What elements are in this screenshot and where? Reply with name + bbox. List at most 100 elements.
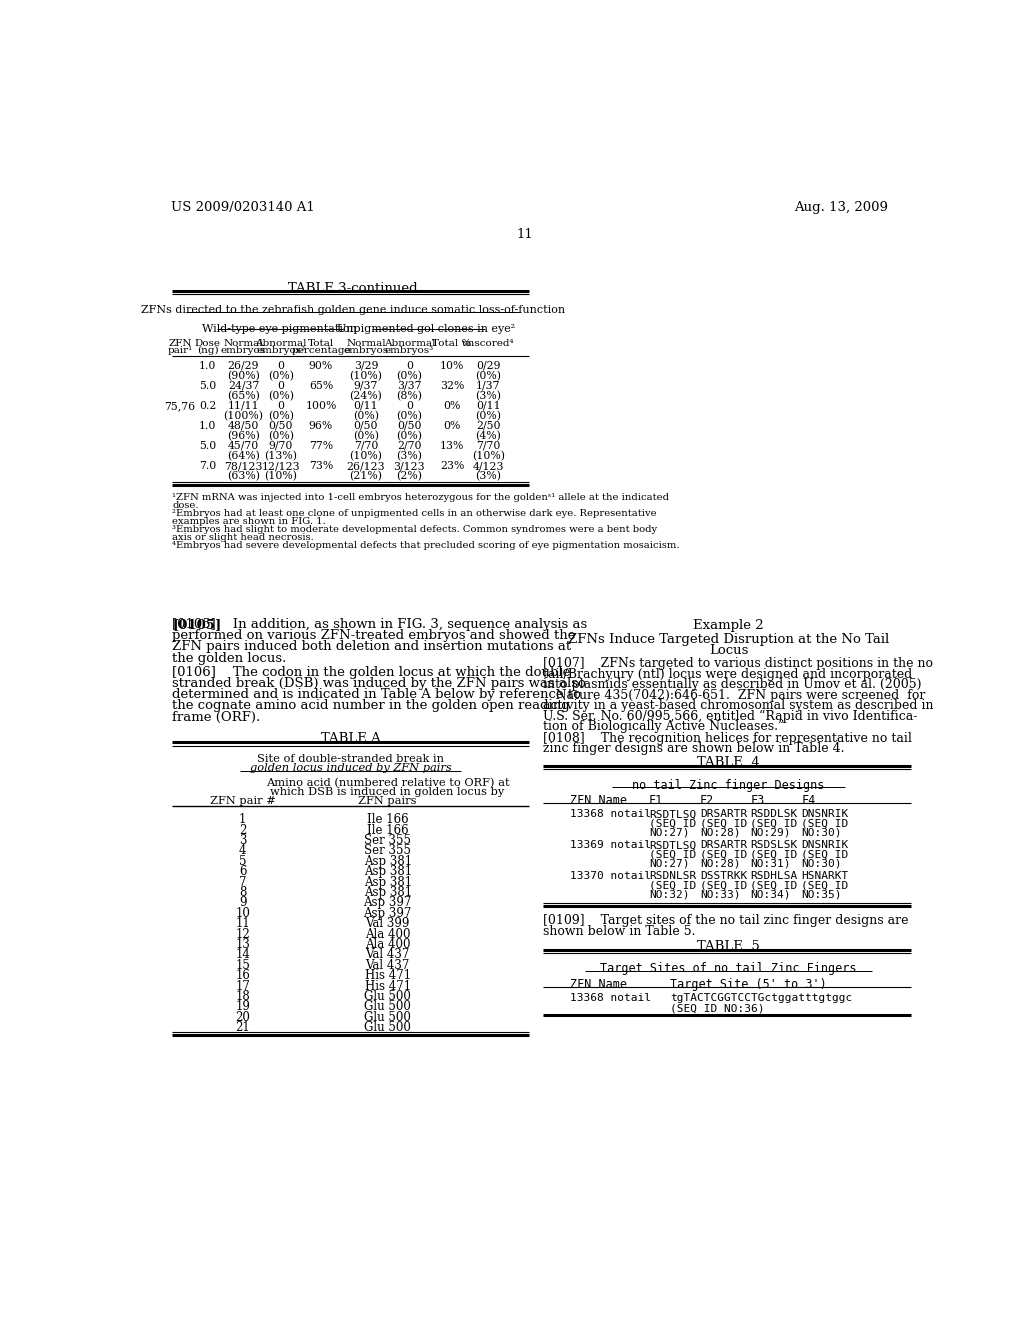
Text: DRSARTR: DRSARTR xyxy=(700,809,748,820)
Text: the cognate amino acid number in the golden open reading: the cognate amino acid number in the gol… xyxy=(172,700,570,713)
Text: 100%: 100% xyxy=(305,401,337,411)
Text: tion of Biologically Active Nucleases.”: tion of Biologically Active Nucleases.” xyxy=(543,719,784,733)
Text: ZFN pairs induced both deletion and insertion mutations at: ZFN pairs induced both deletion and inse… xyxy=(172,640,571,653)
Text: pair¹: pair¹ xyxy=(167,346,193,355)
Text: ¹ZFN mRNA was injected into 1-cell embryos heterozygous for the goldenˢ¹ allele : ¹ZFN mRNA was injected into 1-cell embry… xyxy=(172,492,669,502)
Text: Normal: Normal xyxy=(223,339,263,347)
Text: 0: 0 xyxy=(278,360,285,371)
Text: 7.0: 7.0 xyxy=(200,461,216,471)
Text: ZFNs directed to the zebrafish golden gene induce somatic loss-of-function: ZFNs directed to the zebrafish golden ge… xyxy=(140,305,565,314)
Text: F4: F4 xyxy=(802,795,816,807)
Text: NO:32): NO:32) xyxy=(649,890,689,899)
Text: frame (ORF).: frame (ORF). xyxy=(172,710,260,723)
Text: (3%): (3%) xyxy=(475,471,502,482)
Text: 0/50: 0/50 xyxy=(268,421,293,430)
Text: 2/70: 2/70 xyxy=(397,441,422,451)
Text: 18: 18 xyxy=(236,990,250,1003)
Text: HSNARKT: HSNARKT xyxy=(802,871,849,880)
Text: 14: 14 xyxy=(236,949,250,961)
Text: embryos: embryos xyxy=(221,346,266,355)
Text: Ile 166: Ile 166 xyxy=(367,813,409,826)
Text: (SEQ ID NO:36): (SEQ ID NO:36) xyxy=(671,1003,765,1012)
Text: no tail Zinc finger Designs: no tail Zinc finger Designs xyxy=(633,779,824,792)
Text: (2%): (2%) xyxy=(396,471,422,482)
Text: ZFN pairs: ZFN pairs xyxy=(358,796,417,807)
Text: examples are shown in FIG. 1.: examples are shown in FIG. 1. xyxy=(172,517,326,525)
Text: 20: 20 xyxy=(236,1011,250,1024)
Text: 16: 16 xyxy=(236,969,250,982)
Text: 4/123: 4/123 xyxy=(473,461,504,471)
Text: Asp 397: Asp 397 xyxy=(364,896,412,909)
Text: 0/11: 0/11 xyxy=(476,401,501,411)
Text: U.S. Ser. No. 60/995,566, entitled “Rapid in vivo Identifica-: U.S. Ser. No. 60/995,566, entitled “Rapi… xyxy=(543,709,918,722)
Text: the golden locus.: the golden locus. xyxy=(172,652,287,664)
Text: stranded break (DSB) was induced by the ZFN pairs was also: stranded break (DSB) was induced by the … xyxy=(172,677,586,690)
Text: (0%): (0%) xyxy=(475,371,502,381)
Text: into plasmids essentially as described in Umov et al. (2005): into plasmids essentially as described i… xyxy=(543,678,922,692)
Text: 11: 11 xyxy=(236,917,250,931)
Text: 0/11: 0/11 xyxy=(353,401,378,411)
Text: ZFN Name: ZFN Name xyxy=(569,978,627,991)
Text: 12: 12 xyxy=(236,928,250,941)
Text: RSDHLSA: RSDHLSA xyxy=(751,871,798,880)
Text: 45/70: 45/70 xyxy=(228,441,259,451)
Text: Locus: Locus xyxy=(709,644,749,656)
Text: embryos³: embryos³ xyxy=(385,346,434,355)
Text: 24/37: 24/37 xyxy=(227,381,259,391)
Text: 9: 9 xyxy=(239,896,247,909)
Text: 10%: 10% xyxy=(439,360,464,371)
Text: Aug. 13, 2009: Aug. 13, 2009 xyxy=(795,201,889,214)
Text: NO:29): NO:29) xyxy=(751,828,791,838)
Text: 21: 21 xyxy=(236,1022,250,1034)
Text: NO:35): NO:35) xyxy=(802,890,842,899)
Text: Wild-type eye pigmentation: Wild-type eye pigmentation xyxy=(202,323,356,334)
Text: NO:27): NO:27) xyxy=(649,859,689,869)
Text: RSDTLSQ: RSDTLSQ xyxy=(649,841,696,850)
Text: 9/37: 9/37 xyxy=(353,381,378,391)
Text: Asp 381: Asp 381 xyxy=(364,855,412,867)
Text: (SEQ ID: (SEQ ID xyxy=(802,880,849,890)
Text: Glu 500: Glu 500 xyxy=(365,1001,411,1014)
Text: unscored⁴: unscored⁴ xyxy=(462,339,515,347)
Text: Asp 397: Asp 397 xyxy=(364,907,412,920)
Text: (SEQ ID: (SEQ ID xyxy=(700,880,748,890)
Text: Asp 381: Asp 381 xyxy=(364,886,412,899)
Text: 0%: 0% xyxy=(443,401,461,411)
Text: (21%): (21%) xyxy=(349,471,382,482)
Text: NO:30): NO:30) xyxy=(802,828,842,838)
Text: NO:34): NO:34) xyxy=(751,890,791,899)
Text: 13368 notail: 13368 notail xyxy=(569,993,650,1003)
Text: RSDDLSK: RSDDLSK xyxy=(751,809,798,820)
Text: (3%): (3%) xyxy=(396,451,422,461)
Text: ZFN: ZFN xyxy=(168,339,191,347)
Text: DNSNRIK: DNSNRIK xyxy=(802,809,849,820)
Text: (3%): (3%) xyxy=(475,391,502,401)
Text: 26/29: 26/29 xyxy=(227,360,259,371)
Text: 8: 8 xyxy=(239,886,247,899)
Text: TABLE  4: TABLE 4 xyxy=(697,756,760,770)
Text: Total %: Total % xyxy=(432,339,472,347)
Text: (0%): (0%) xyxy=(267,411,294,421)
Text: 0/50: 0/50 xyxy=(353,421,378,430)
Text: RSDTLSQ: RSDTLSQ xyxy=(649,809,696,820)
Text: Ser 355: Ser 355 xyxy=(365,834,411,847)
Text: (90%): (90%) xyxy=(227,371,260,381)
Text: Glu 500: Glu 500 xyxy=(365,990,411,1003)
Text: (0%): (0%) xyxy=(267,430,294,441)
Text: F3: F3 xyxy=(751,795,765,807)
Text: shown below in Table 5.: shown below in Table 5. xyxy=(543,924,695,937)
Text: 48/50: 48/50 xyxy=(227,421,259,430)
Text: 0/29: 0/29 xyxy=(476,360,501,371)
Text: tgTACTCGGTCCTGctggatttgtggc: tgTACTCGGTCCTGctggatttgtggc xyxy=(671,993,853,1003)
Text: (13%): (13%) xyxy=(264,451,297,461)
Text: (0%): (0%) xyxy=(353,430,379,441)
Text: Unpigmented gol clones in eye²: Unpigmented gol clones in eye² xyxy=(337,323,515,334)
Text: TABLE  5: TABLE 5 xyxy=(697,940,760,953)
Text: Target Sites of no tail Zinc Fingers: Target Sites of no tail Zinc Fingers xyxy=(600,962,857,975)
Text: (SEQ ID: (SEQ ID xyxy=(802,850,849,859)
Text: Ala 400: Ala 400 xyxy=(365,928,411,941)
Text: Asp 381: Asp 381 xyxy=(364,866,412,878)
Text: (SEQ ID: (SEQ ID xyxy=(751,818,798,829)
Text: 12/123: 12/123 xyxy=(261,461,300,471)
Text: NO:28): NO:28) xyxy=(700,859,740,869)
